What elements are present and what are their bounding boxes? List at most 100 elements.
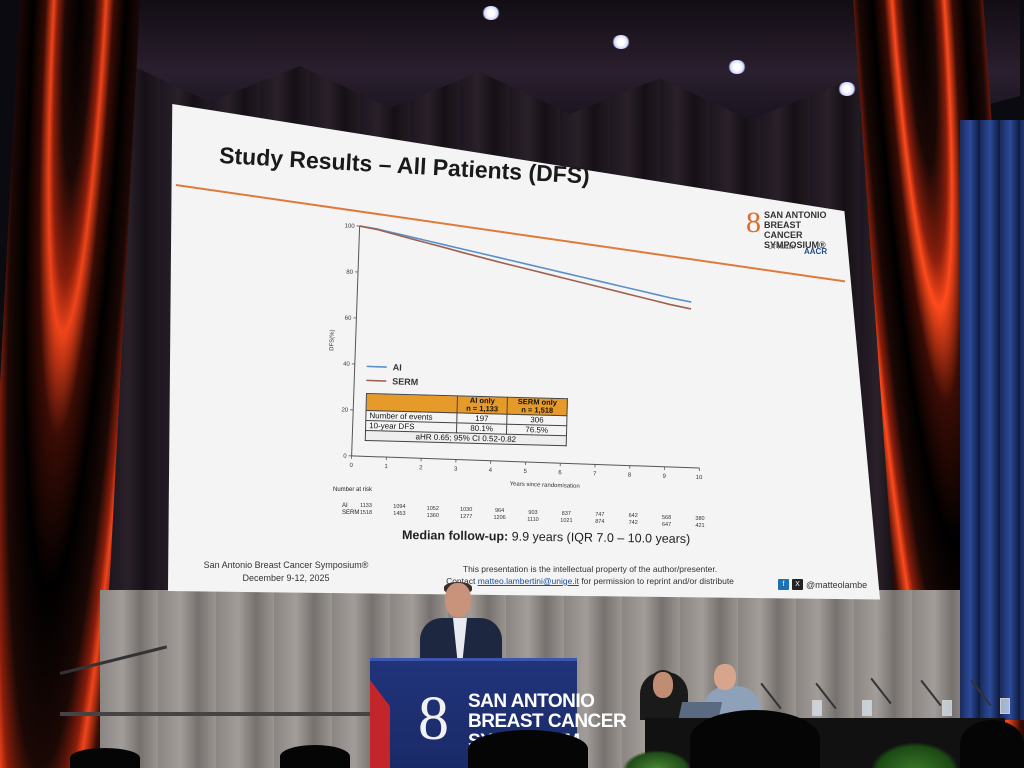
- dfs-kaplan-meier-chart: 0 20 40 60 80 100 0 1 2 3 4 5 6 7 8 9 10 DFS(%) Years sinc…: [329, 224, 704, 490]
- x-tick-label: 7: [593, 471, 597, 477]
- x-tick-label: 10: [696, 475, 704, 481]
- risk-value-serm: 1021: [560, 517, 573, 524]
- water-glass: [812, 700, 822, 716]
- y-tick-label: 20: [341, 408, 349, 414]
- audience-head: [960, 720, 1024, 768]
- stage-plant: [622, 750, 692, 768]
- risk-value-serm: 1453: [393, 511, 406, 518]
- audience-head: [280, 745, 350, 768]
- risk-value-ai: 903: [528, 509, 538, 516]
- stage-light: [612, 35, 630, 49]
- risk-value-ai: 1030: [460, 506, 473, 513]
- stage-plant: [870, 742, 960, 768]
- risk-value-ai: 380: [695, 516, 705, 522]
- logo-text: SAN ANTONIO BREAST CANCER SYMPOSIUM®: [764, 210, 838, 250]
- risk-value-serm: 421: [695, 523, 705, 529]
- x-tick-label: 3: [454, 466, 458, 472]
- water-glass: [942, 700, 952, 716]
- risk-value-ai: 642: [628, 513, 638, 520]
- footer-conference: San Antonio Breast Cancer Symposium® Dec…: [181, 559, 391, 585]
- footer-conference-dates: December 9-12, 2025: [242, 573, 330, 583]
- risk-value-serm: 1518: [359, 510, 373, 516]
- table-header-serm: SERM only n = 1,518: [507, 397, 568, 416]
- risk-value-serm: 1110: [527, 516, 539, 523]
- podium-accent: [370, 680, 390, 768]
- footer-copyright-line: This presentation is the intellectual pr…: [462, 564, 718, 574]
- y-tick-label: 60: [345, 316, 353, 322]
- legend-label-serm: SERM: [392, 376, 418, 387]
- x-tick-label: 9: [662, 474, 666, 480]
- panelist-1-head: [653, 672, 673, 698]
- footer-contact-suffix: for permission to reprint and/or distrib…: [578, 576, 734, 586]
- x-icon: X: [792, 579, 803, 590]
- y-tick-label: 80: [346, 270, 354, 276]
- table-header-ai: AI only n = 1,133: [456, 396, 508, 415]
- risk-value-ai: 1052: [426, 505, 439, 512]
- speaker-head: [445, 583, 471, 617]
- stage-light: [482, 6, 500, 20]
- audience-head: [468, 730, 588, 768]
- partner-aacr: AACR: [804, 247, 828, 256]
- x-tick-label: 5: [523, 469, 527, 475]
- y-axis: [351, 226, 361, 456]
- stage-light: [838, 82, 856, 96]
- risk-row-label-serm: SERM: [342, 510, 360, 516]
- y-tick-label: 0: [343, 454, 347, 460]
- risk-value-serm: 1277: [460, 513, 473, 520]
- y-tick-label: 40: [343, 362, 351, 368]
- series-line-serm: [359, 225, 692, 310]
- risk-value-serm: 1360: [426, 512, 439, 519]
- risk-value-serm: 647: [662, 521, 672, 528]
- social-handle-text: @matteolambe: [806, 579, 868, 590]
- x-tick-label: 1: [384, 464, 388, 470]
- water-glass: [1000, 698, 1010, 714]
- risk-value-ai: 1133: [360, 503, 372, 509]
- risk-value-serm: 874: [595, 519, 605, 526]
- risk-value-ai: 1094: [393, 504, 406, 511]
- header-ai-line-2: n = 1,133: [466, 403, 499, 414]
- series-line-ai: [359, 225, 692, 303]
- logo-line-2: BREAST CANCER: [764, 220, 803, 240]
- logo-line-1: SAN ANTONIO: [764, 210, 827, 220]
- water-glass: [862, 700, 872, 716]
- x-axis-label: Years since randomisation: [510, 481, 580, 489]
- blue-drape: [960, 120, 1024, 720]
- speaker-shirt: [453, 618, 467, 658]
- legend-swatch-serm: [366, 379, 387, 382]
- stage-rail: [60, 712, 380, 716]
- x-tick-label: 6: [558, 470, 562, 476]
- risk-value-ai: 837: [561, 510, 571, 517]
- podium-logo-mark: 8: [418, 685, 449, 753]
- stage-light: [728, 60, 746, 74]
- y-axis-label: DFS(%): [329, 329, 336, 351]
- logo-mark: 8: [746, 206, 761, 239]
- panelist-2-head: [714, 664, 736, 690]
- x-tick-label: 8: [628, 473, 632, 479]
- partner-ut-health: UT Health: [768, 245, 795, 251]
- risk-row-label-ai: AI: [342, 503, 348, 509]
- risk-value-serm: 742: [628, 520, 638, 527]
- risk-value-ai: 568: [662, 514, 672, 521]
- risk-value-serm: 1206: [493, 515, 506, 522]
- y-tick-label: 100: [344, 224, 355, 230]
- audience-head: [690, 710, 820, 768]
- bluesky-icon: f: [778, 579, 789, 590]
- footer-conference-name: San Antonio Breast Cancer Symposium®: [203, 560, 369, 570]
- footer-contact-prefix: Contact: [446, 576, 478, 586]
- number-at-risk-label: Number at risk: [333, 487, 373, 493]
- risk-value-ai: 747: [595, 512, 605, 519]
- events-table: AI only n = 1,133 SERM only n = 1,518 Nu…: [365, 393, 568, 446]
- footer-copyright: This presentation is the intellectual pr…: [420, 563, 760, 587]
- podium-line-1: SAN ANTONIO: [468, 691, 595, 712]
- footer-contact-line: Contact matteo.lambertini@unige.it for p…: [420, 575, 760, 587]
- legend-label-ai: AI: [393, 362, 402, 372]
- median-followup-label: Median follow-up:: [401, 527, 509, 544]
- social-handle: f X @matteolambe: [778, 579, 867, 590]
- x-tick-label: 4: [489, 468, 493, 474]
- podium-line-2: BREAST CANCER: [468, 711, 627, 732]
- logo-line-3: SYMPOSIUM®: [764, 240, 826, 250]
- audience-head: [70, 748, 140, 768]
- footer-email-link: matteo.lambertini@unige.it: [477, 576, 579, 586]
- legend-swatch-ai: [366, 365, 387, 368]
